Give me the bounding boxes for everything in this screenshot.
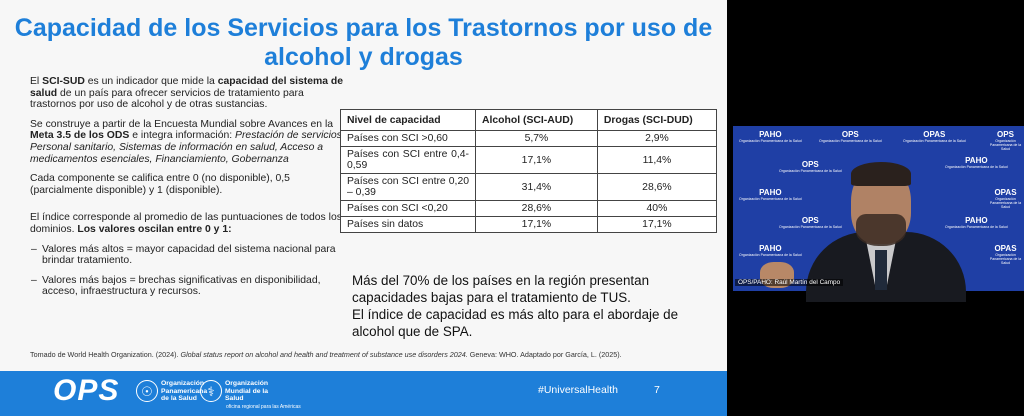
- drugs-value: 40%: [596, 200, 718, 217]
- who-emblem-icon: ⚕: [200, 380, 222, 402]
- backdrop-logo: OPS Organización Panamericana de la Salud: [989, 130, 1022, 151]
- speaker-tie: [875, 250, 887, 290]
- backdrop-logo: OPAS Organización Panamericana de la Salu…: [903, 130, 966, 143]
- alcohol-value: 31,4%: [475, 173, 598, 201]
- citation: Tomado de World Health Organization. (20…: [30, 350, 622, 359]
- drugs-value: 2,9%: [596, 130, 718, 147]
- ops-logo: OPS: [53, 374, 120, 407]
- intro-paragraph-1: El SCI-SUD es un indicador que mide la c…: [30, 76, 344, 111]
- drugs-value: 28,6%: [596, 173, 718, 201]
- summary-line-1: Más del 70% de los países en la región p…: [352, 273, 650, 305]
- backdrop-logo: OPAS Organización Panamericana de la Salu…: [989, 188, 1022, 209]
- values-list: Valores más altos = mayor capacidad del …: [30, 244, 346, 298]
- row-label: Países con SCI <0,20: [340, 200, 476, 217]
- backdrop-logo: OPS Organización Panamericana de la Salud: [819, 130, 882, 143]
- row-label: Países con SCI entre 0,20 – 0,39: [340, 173, 476, 201]
- backdrop-logo: PAHO Organización Panamericana de la Salu…: [739, 130, 802, 143]
- table-row: Países sin datos 17,1% 17,1%: [340, 216, 718, 233]
- backdrop-logo: PAHO Organización Panamericana de la Salu…: [945, 156, 1008, 169]
- summary-text: Más del 70% de los países en la región p…: [352, 272, 712, 340]
- page-number: 7: [654, 384, 660, 396]
- backdrop-logo: OPS Organización Panamericana de la Salud: [779, 216, 842, 229]
- table-header-row: Nivel de capacidad Alcohol (SCI-AUD) Dro…: [340, 109, 718, 131]
- backdrop-logo: PAHO Organización Panamericana de la Salu…: [945, 216, 1008, 229]
- slide-footer: [0, 371, 727, 416]
- who-region-subtitle: oficina regional para las Américas: [226, 404, 301, 410]
- who-org-name: Organización Mundial de la Salud: [225, 380, 269, 403]
- bullet-low-values: Valores más bajos = brechas significativ…: [31, 275, 346, 298]
- intro-paragraph-4: El índice corresponde al promedio de las…: [30, 212, 342, 235]
- alcohol-value: 28,6%: [475, 200, 598, 217]
- row-label: Países con SCI entre 0,4-0,59: [340, 146, 476, 174]
- alcohol-value: 17,1%: [475, 146, 598, 174]
- table-row: Países con SCI <0,20 28,6% 40%: [340, 200, 718, 217]
- slide-title: Capacidad de los Servicios para los Tras…: [14, 14, 713, 71]
- table-row: Países con SCI >0,60 5,7% 2,9%: [340, 130, 718, 147]
- hashtag: #UniversalHealth: [538, 384, 618, 396]
- paho-org-name: Organización Panamericana de la Salud: [161, 380, 208, 403]
- header-drugs: Drogas (SCI-DUD): [596, 109, 718, 131]
- alcohol-value: 5,7%: [475, 130, 598, 147]
- drugs-value: 17,1%: [596, 216, 718, 233]
- row-label: Países con SCI >0,60: [340, 130, 476, 147]
- intro-paragraph-3: Cada componente se califica entre 0 (no …: [30, 173, 290, 196]
- speaker-beard: [856, 214, 906, 246]
- intro-paragraph-2: Se construye a partir de la Encuesta Mun…: [30, 118, 345, 165]
- backdrop-logo: OPAS Organización Panamericana de la Salu…: [989, 244, 1022, 265]
- backdrop-logo: OPS Organización Panamericana de la Salud: [779, 160, 842, 173]
- capacity-table: Nivel de capacidad Alcohol (SCI-AUD) Dro…: [340, 109, 718, 233]
- paho-emblem-icon: ☉: [136, 380, 158, 402]
- row-label: Países sin datos: [340, 216, 476, 233]
- backdrop-logo: PAHO Organización Panamericana de la Salu…: [739, 244, 802, 257]
- header-alcohol: Alcohol (SCI-AUD): [475, 109, 598, 131]
- summary-line-2: El índice de capacidad es más alto para …: [352, 307, 679, 339]
- speaker-hair: [851, 162, 911, 186]
- table-row: Países con SCI entre 0,4-0,59 17,1% 11,4…: [340, 146, 718, 174]
- video-caption: OPS/PAHO: Raúl Martín del Campo: [735, 279, 844, 286]
- backdrop-logo: PAHO Organización Panamericana de la Salu…: [739, 188, 802, 201]
- table-row: Países con SCI entre 0,20 – 0,39 31,4% 2…: [340, 173, 718, 201]
- bullet-high-values: Valores más altos = mayor capacidad del …: [31, 244, 346, 267]
- drugs-value: 11,4%: [596, 146, 718, 174]
- slide-intro-text: El SCI-SUD es un indicador que mide la c…: [30, 76, 346, 306]
- alcohol-value: 17,1%: [475, 216, 598, 233]
- presentation-slide: Capacidad de los Servicios para los Tras…: [0, 0, 727, 416]
- header-level: Nivel de capacidad: [340, 109, 476, 131]
